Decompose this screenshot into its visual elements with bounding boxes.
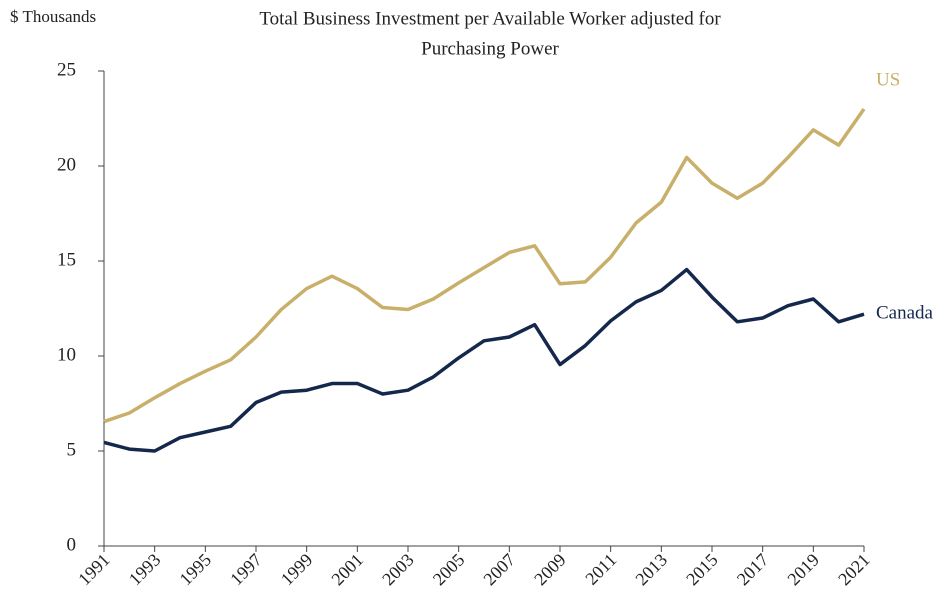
x-tick-label: 1999 <box>277 550 317 590</box>
y-axis-label: $ Thousands <box>10 7 96 26</box>
x-tick-label: 2011 <box>581 550 620 589</box>
x-tick-label: 2019 <box>783 550 823 590</box>
x-tick-label: 1991 <box>74 550 114 590</box>
line-series <box>103 267 865 453</box>
x-tick-label: 2017 <box>733 550 773 590</box>
y-tick-label: 0 <box>67 534 77 555</box>
y-tick-label: 20 <box>57 154 76 175</box>
x-tick-label: 1997 <box>226 550 266 590</box>
y-tick-label: 5 <box>67 439 77 460</box>
x-tick-label: 1995 <box>175 550 215 590</box>
x-tick-label: 2005 <box>429 550 469 590</box>
x-tick-label: 2015 <box>682 550 722 590</box>
x-tick-label: 2013 <box>631 550 671 590</box>
y-tick-label: 10 <box>57 344 76 365</box>
x-tick-label: 2003 <box>378 550 418 590</box>
x-tick-label: 2001 <box>327 550 367 590</box>
legend-label: US <box>876 69 900 90</box>
legend-label: Canada <box>876 303 934 324</box>
x-tick-label: 2009 <box>530 550 570 590</box>
line-series <box>103 107 866 424</box>
y-tick-label: 25 <box>57 59 76 80</box>
chart-title: Total Business Investment per Available … <box>259 8 721 29</box>
x-tick-label: 2021 <box>834 550 874 590</box>
x-tick-label: 2007 <box>479 550 519 590</box>
chart-title: Purchasing Power <box>421 38 559 59</box>
x-tick-label: 1993 <box>125 550 165 590</box>
y-tick-label: 15 <box>57 249 76 270</box>
